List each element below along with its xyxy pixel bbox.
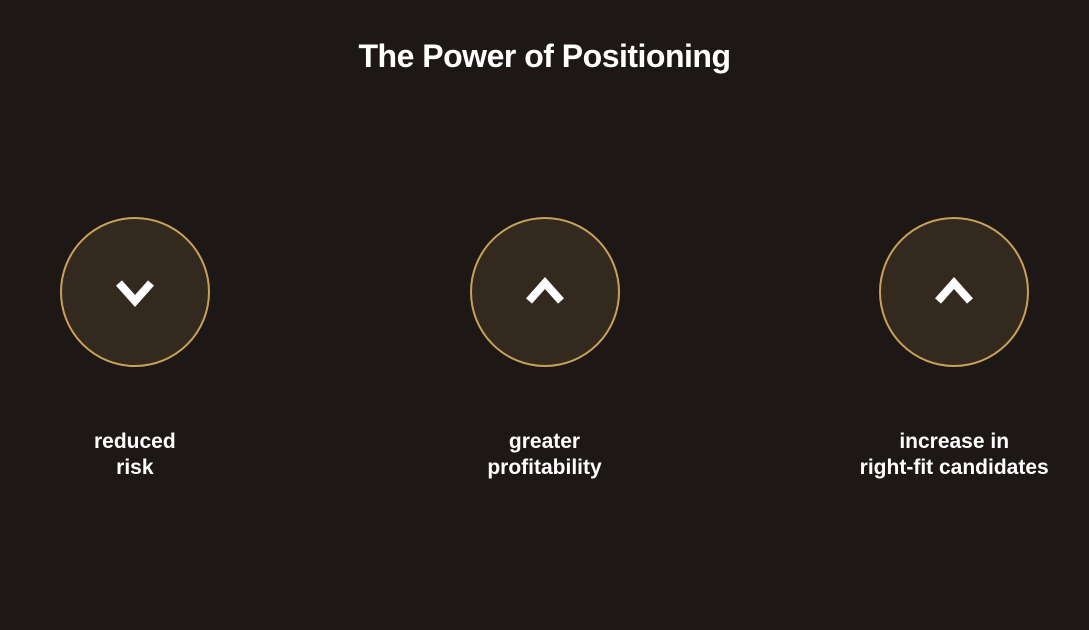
item-reduced-risk: reduced risk [0, 217, 270, 482]
icon-circle [879, 217, 1029, 367]
chevron-up-icon [932, 270, 976, 314]
item-caption: increase in right-fit candidates [860, 429, 1049, 482]
item-caption: greater profitability [487, 429, 601, 482]
icon-circle [60, 217, 210, 367]
chevron-down-icon [113, 270, 157, 314]
item-greater-profitability: greater profitability [410, 217, 680, 482]
icon-circle [470, 217, 620, 367]
infographic-container: The Power of Positioning reduced risk [0, 0, 1089, 630]
item-caption: reduced risk [94, 429, 176, 482]
chevron-up-icon [523, 270, 567, 314]
page-title: The Power of Positioning [359, 38, 731, 75]
items-row: reduced risk greater profitability [0, 217, 1089, 482]
item-right-fit-candidates: increase in right-fit candidates [819, 217, 1089, 482]
